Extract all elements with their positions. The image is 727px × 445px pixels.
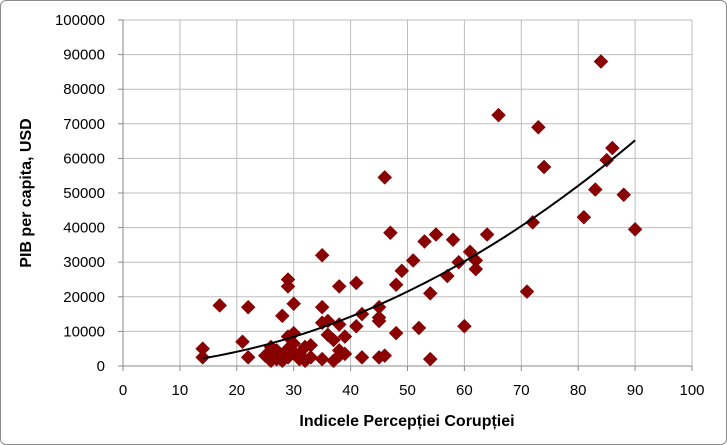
trendline [202,139,636,360]
x-tick-label: 90 [627,382,644,399]
data-point [280,279,296,294]
y-tick-label: 30000 [63,254,105,271]
x-tick-label: 80 [570,382,587,399]
y-tick-label: 0 [97,358,105,375]
data-point [599,152,615,168]
data-point [457,318,472,334]
x-axis-title: Indicele Percepției Corupției [299,413,514,430]
y-tick-label: 70000 [63,116,105,133]
y-tick-label: 40000 [63,220,105,237]
y-tick-label: 50000 [63,185,105,202]
trendline-group [202,139,636,360]
data-point [531,119,546,135]
x-tick-label: 40 [342,382,359,399]
data-point [604,140,620,156]
data-point [388,277,404,293]
data-point [468,261,484,277]
data-point [519,284,535,299]
data-point [240,349,256,365]
data-point [348,275,364,291]
y-tick-label: 20000 [63,289,105,306]
y-tick-label: 60000 [63,150,105,167]
data-point [371,313,387,329]
data-point [525,215,541,230]
data-point [235,334,250,350]
data-point [212,298,228,313]
data-point [383,225,398,241]
data-point [274,308,290,324]
data-point [576,209,592,225]
y-tick-label: 100000 [55,12,105,29]
x-tick-label: 10 [172,382,189,399]
data-point [587,182,603,197]
data-point [479,227,495,242]
gridlines [123,19,693,366]
data-point [314,247,330,263]
y-tick-label: 90000 [63,47,105,64]
y-axis-title: PIB per capita, USD [18,118,35,267]
x-tick-label: 70 [513,382,530,399]
data-point [314,299,330,315]
y-tick-label: 80000 [63,81,105,98]
data-point [303,349,319,365]
x-tick-label: 20 [228,382,245,399]
data-point [428,227,444,242]
data-point [394,263,410,279]
data-point [445,232,461,248]
data-points [195,54,643,369]
x-tick-label: 60 [456,382,473,399]
x-tick-label: 50 [399,382,416,399]
data-point [627,221,643,237]
data-point [326,332,341,348]
data-point [286,296,302,312]
x-tick-label: 30 [285,382,302,399]
data-point [536,159,552,175]
x-tick-label: 100 [679,382,704,399]
y-tick-label: 10000 [63,323,105,340]
data-point [337,329,353,344]
data-point [422,351,438,367]
data-point [354,349,370,365]
data-point [616,187,632,203]
data-point [337,346,353,362]
data-point [314,351,330,367]
x-tick-label: 0 [119,382,127,399]
data-point [491,107,506,123]
data-point [348,318,364,334]
data-point [331,279,347,294]
data-point [593,54,609,69]
data-point [377,348,393,363]
data-point [417,234,432,249]
axes [118,19,693,371]
data-point [388,325,404,341]
data-point [377,170,393,185]
data-point [240,299,256,315]
data-point [405,253,421,268]
data-point [422,285,438,301]
tick-labels: 0 10 20 30 40 50 60 70 80 90 100 0 10000 20000 30000 40… [55,12,705,399]
data-point [411,320,427,336]
